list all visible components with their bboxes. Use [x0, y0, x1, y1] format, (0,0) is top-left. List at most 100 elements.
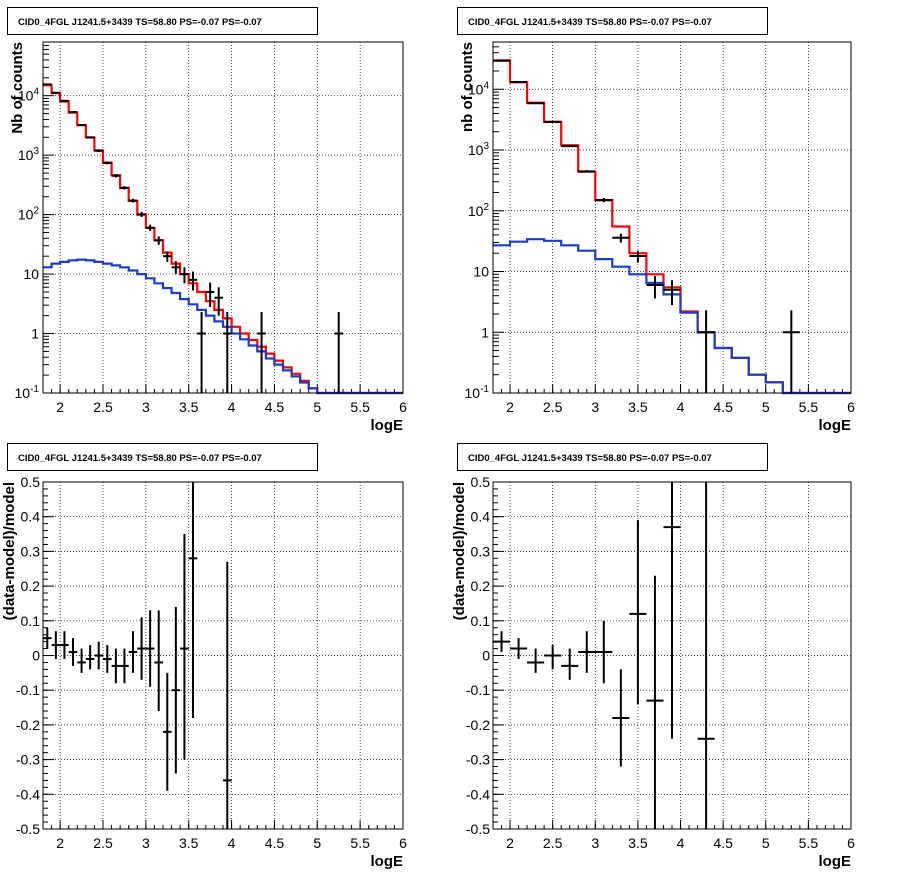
chart-title-box [7, 443, 318, 471]
y-tick-label: -0.3 [466, 752, 490, 768]
model-total-histogram [43, 84, 403, 395]
data-point [561, 648, 579, 680]
data-point [77, 648, 86, 673]
data-point [68, 638, 78, 666]
x-tick-label: 2.5 [543, 835, 563, 851]
x-tick-label: 4 [677, 399, 685, 415]
y-tick-label: 10-1 [15, 384, 40, 401]
data-point [43, 627, 52, 649]
data-point [137, 617, 146, 680]
data-point [94, 149, 103, 153]
x-tick-label: 4.5 [265, 835, 285, 851]
data-point [197, 312, 206, 393]
y-tick-label: -0.5 [466, 821, 490, 837]
data-point [612, 669, 630, 767]
data-point [163, 251, 172, 262]
model-total-histogram [493, 59, 851, 395]
y-tick-label: 0.5 [21, 474, 41, 490]
y-tick-label: 104 [468, 80, 490, 97]
data-point [43, 83, 52, 86]
data-point [51, 631, 61, 659]
x-tick-label: 5 [313, 399, 321, 415]
chart-panel-4: CID0_4FGL J1241.5+3439 TS=58.80 PS=-0.07… [451, 443, 855, 870]
plot-frame [42, 41, 404, 394]
data-point [51, 91, 61, 94]
data-point [111, 648, 121, 684]
data-point [629, 520, 647, 705]
y-tick-label: 104 [18, 87, 40, 104]
data-point [163, 672, 172, 791]
plot-frame [492, 41, 852, 394]
y-tick-label: -0.5 [16, 821, 40, 837]
data-point [527, 648, 545, 673]
y-tick-label: -0.2 [466, 717, 490, 733]
data-point [103, 161, 112, 165]
data-point [85, 645, 95, 670]
y-tick-label: 0.4 [21, 509, 41, 525]
data-point [510, 80, 528, 83]
data-point [68, 111, 78, 114]
x-axis-label: logE [371, 417, 404, 434]
y-tick-label: 102 [18, 206, 40, 223]
data-point [180, 267, 189, 284]
x-tick-label: 3 [142, 399, 150, 415]
data-point [85, 136, 95, 139]
data-point [171, 606, 181, 774]
data-point [60, 631, 69, 659]
x-tick-label: 6 [847, 399, 855, 415]
y-tick-label: -0.4 [16, 786, 40, 802]
x-tick-label: 2.5 [93, 835, 113, 851]
chart-panel-2: CID0_4FGL J1241.5+3439 TS=58.80 PS=-0.07… [457, 7, 855, 434]
x-tick-label: 3 [142, 835, 150, 851]
y-tick-label: 103 [18, 146, 40, 163]
chart-title: CID0_4FGL J1241.5+3439 TS=58.80 PS=-0.07… [18, 17, 262, 28]
y-tick-label: 10 [23, 266, 39, 282]
x-tick-label: 5.5 [350, 399, 370, 415]
y-tick-label: 0.3 [471, 543, 491, 559]
x-tick-label: 6 [399, 835, 407, 851]
x-tick-label: 6 [399, 399, 407, 415]
y-tick-label: -0.1 [466, 682, 490, 698]
x-tick-label: 3 [591, 835, 599, 851]
data-point [527, 102, 545, 105]
y-tick-label: 0.1 [21, 613, 41, 629]
y-tick-label: 0.5 [471, 474, 491, 490]
x-tick-label: 4.5 [713, 835, 733, 851]
x-tick-label: 5 [313, 835, 321, 851]
x-tick-label: 6 [847, 835, 855, 851]
chart-title: CID0_4FGL J1241.5+3439 TS=58.80 PS=-0.07… [468, 453, 712, 464]
data-point [612, 233, 630, 243]
chart-title-box [7, 7, 318, 35]
data-point [223, 312, 232, 393]
x-tick-label: 5 [762, 835, 770, 851]
data-point [94, 641, 103, 670]
data-point [171, 261, 181, 275]
data-point [663, 280, 681, 306]
y-tick-label: 0.2 [471, 578, 491, 594]
data-point [646, 575, 664, 829]
data-point [103, 645, 112, 673]
data-point [646, 276, 664, 299]
data-point [137, 211, 146, 218]
data-point [629, 250, 647, 263]
x-tick-label: 4 [228, 835, 236, 851]
x-axis-label: logE [371, 853, 404, 870]
x-tick-label: 4.5 [265, 399, 285, 415]
data-point [60, 99, 69, 102]
data-point [663, 482, 681, 739]
chart-title-box [457, 7, 768, 35]
data-point [180, 534, 189, 760]
data-point [544, 120, 562, 123]
data-point [697, 482, 715, 829]
y-tick-label: 0.2 [21, 578, 41, 594]
x-tick-label: 2.5 [93, 399, 113, 415]
y-tick-label: 0.4 [471, 509, 491, 525]
data-point [595, 620, 613, 684]
chart-panel-1: CID0_4FGL J1241.5+3439 TS=58.80 PS=-0.07… [7, 7, 407, 434]
data-point [154, 236, 163, 245]
data-point [154, 610, 163, 712]
data-point [595, 198, 613, 203]
y-axis-label: (data-model)/model [451, 482, 468, 620]
plot-frame [42, 481, 404, 830]
chart-panel-3: CID0_4FGL J1241.5+3439 TS=58.80 PS=-0.07… [1, 443, 407, 870]
